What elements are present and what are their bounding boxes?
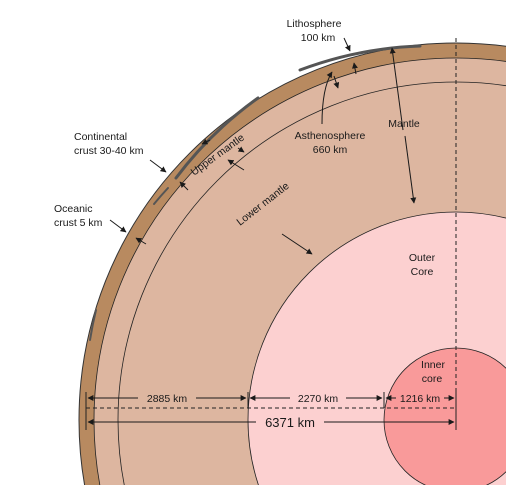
continental-crust-segments <box>89 44 422 341</box>
oceanic-crust-value: crust 5 km <box>54 217 103 229</box>
earth-radius-label: 6371 km <box>265 415 315 430</box>
asthenosphere-value: 660 km <box>313 144 348 156</box>
dimension-ticks <box>85 392 457 430</box>
mantle-label: Mantle <box>388 118 420 130</box>
earth-layers <box>78 42 506 485</box>
continental-crust-label: Continental <box>74 131 127 143</box>
continental-crust-value: crust 30-40 km <box>74 145 144 157</box>
inner-core-radius-label: 1216 km <box>400 393 441 405</box>
lithosphere-value: 100 km <box>301 32 336 44</box>
outer-core-label-line2: Core <box>411 266 434 278</box>
crust-outline <box>78 42 506 485</box>
dimension-arrows <box>87 395 455 425</box>
lithosphere-label: Lithosphere <box>287 18 342 30</box>
mantle-depth-label: 2885 km <box>147 393 188 405</box>
asthenosphere-label: Asthenosphere <box>295 130 366 142</box>
leader-arrows <box>109 37 417 255</box>
inner-core-label-line2: core <box>422 373 443 385</box>
oceanic-crust-label: Oceanic <box>54 203 93 215</box>
outer-core-label-line1: Outer <box>409 252 436 264</box>
outer-core-thickness-label: 2270 km <box>298 393 339 405</box>
inner-core-label-line1: Inner <box>421 359 445 371</box>
